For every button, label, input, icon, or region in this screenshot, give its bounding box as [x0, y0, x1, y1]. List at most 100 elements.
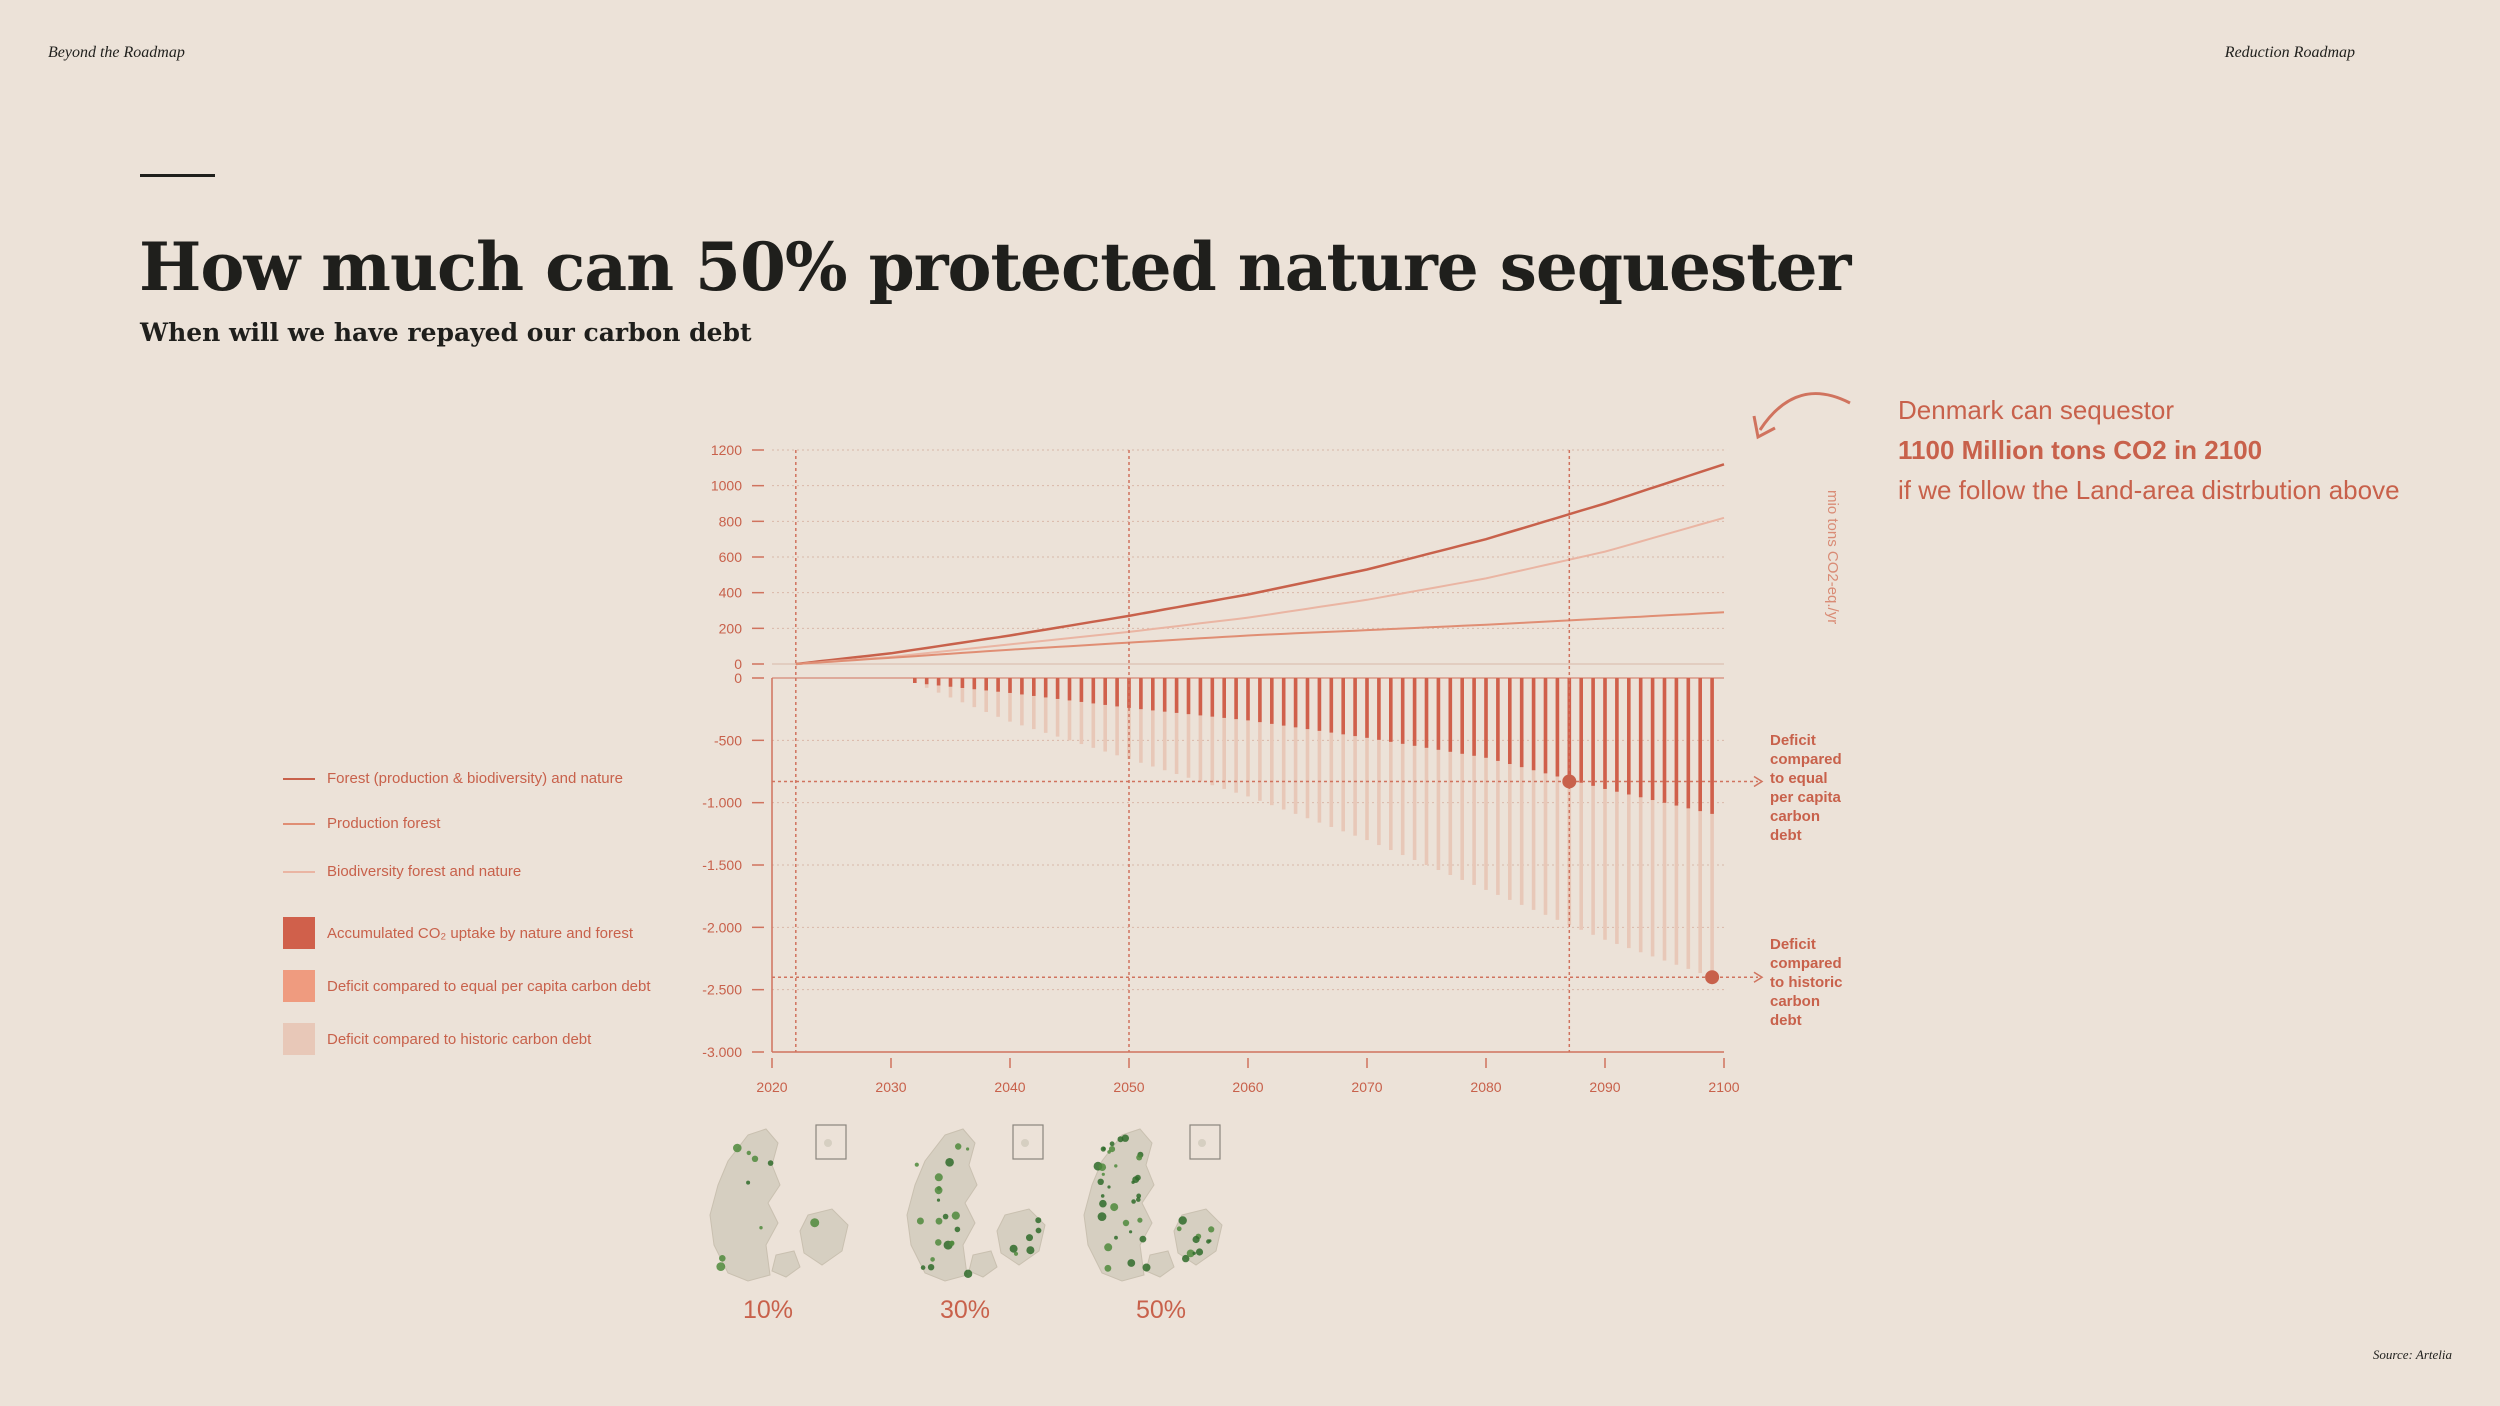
- bar-accumulated-uptake: [1686, 678, 1691, 809]
- bar-historic-deficit: [972, 678, 977, 708]
- annotation-equal-deficit: carbon: [1770, 808, 1820, 825]
- bar-historic-deficit: [1531, 678, 1536, 910]
- bar-accumulated-uptake: [972, 678, 977, 690]
- map-green-patch: [1104, 1264, 1112, 1272]
- bar-historic-deficit: [1627, 678, 1631, 949]
- map-denmark-icon: [906, 1124, 1046, 1282]
- bar-accumulated-uptake: [1531, 678, 1536, 771]
- map-green-patch: [934, 1173, 943, 1182]
- legend-swatch-equal-deficit: [283, 970, 315, 1002]
- map-label-30: 30%: [939, 1296, 991, 1324]
- map-green-patch: [1136, 1193, 1142, 1199]
- bar-historic-deficit: [1508, 678, 1512, 900]
- x-tick-label: 2040: [994, 1079, 1025, 1095]
- bar-accumulated-uptake: [1270, 678, 1274, 724]
- annotation-historic-deficit: to historic: [1770, 974, 1843, 991]
- map-green-patch: [963, 1269, 973, 1278]
- x-tick-label: 2080: [1470, 1079, 1501, 1095]
- deficit-marker: [1705, 970, 1720, 985]
- bar-accumulated-uptake: [1186, 678, 1191, 715]
- bar-accumulated-uptake: [1246, 678, 1250, 721]
- source-note: Source: Artelia: [2372, 1347, 2452, 1362]
- bar-accumulated-uptake: [1662, 678, 1667, 803]
- map-inset-island: [824, 1139, 832, 1147]
- legend-item: Deficit compared to historic carbon debt: [283, 1023, 591, 1055]
- map-green-patch: [1109, 1141, 1115, 1147]
- map-green-patch: [1192, 1251, 1196, 1255]
- legend-item: Biodiversity forest and nature: [283, 863, 521, 880]
- bar-historic-deficit: [1519, 678, 1524, 905]
- y-tick-label: 1000: [711, 478, 742, 494]
- bar-accumulated-uptake: [1710, 678, 1714, 814]
- callout-line-1: Denmark can sequestor: [1898, 395, 2175, 425]
- bar-accumulated-uptake: [1472, 678, 1476, 756]
- map-green-patch: [920, 1265, 926, 1270]
- map-green-patch: [1208, 1226, 1215, 1233]
- bar-historic-deficit: [1293, 678, 1298, 814]
- y-tick-label: 1200: [711, 442, 742, 458]
- bar-historic-deficit: [1638, 678, 1643, 953]
- map-green-patch: [719, 1255, 726, 1262]
- annotation-equal-deficit: per capita: [1770, 789, 1842, 806]
- bar-accumulated-uptake: [1615, 678, 1619, 792]
- map-green-patch: [935, 1239, 942, 1246]
- callout-line-2: 1100 Million tons CO2 in 2100: [1898, 435, 2263, 465]
- y-tick-label: 0: [734, 656, 742, 672]
- map-jutland-shape: [1083, 1128, 1155, 1282]
- bar-accumulated-uptake: [1424, 678, 1429, 748]
- bar-historic-deficit: [1496, 678, 1500, 895]
- map-green-patch: [945, 1158, 954, 1167]
- line-series-0: [795, 463, 1725, 666]
- bar-accumulated-uptake: [1258, 678, 1262, 723]
- x-tick-label: 2090: [1589, 1079, 1620, 1095]
- map-green-patch: [1137, 1217, 1143, 1223]
- annotations: mio tons CO2-eq./yr Deficit compared to eq…: [1770, 490, 1843, 1029]
- bar-historic-deficit: [1162, 678, 1167, 771]
- bar-accumulated-uptake: [924, 678, 929, 685]
- bar-historic-deficit: [1032, 678, 1036, 730]
- callout: Denmark can sequestor 1100 Million tons …: [1898, 390, 2400, 510]
- map-green-patch: [1195, 1248, 1204, 1256]
- bar-historic-deficit: [1067, 678, 1072, 741]
- bar-historic-deficit: [1567, 678, 1572, 925]
- bar-historic-deficit: [1115, 678, 1119, 756]
- bar-accumulated-uptake: [1198, 678, 1203, 716]
- bar-accumulated-uptake: [1543, 678, 1548, 774]
- bar-historic-deficit: [1448, 678, 1453, 875]
- annotation-historic-deficit: debt: [1770, 1012, 1802, 1029]
- map-jutland-shape: [906, 1128, 978, 1282]
- bar-accumulated-uptake: [1436, 678, 1441, 750]
- header-right: Reduction Roadmap: [2224, 44, 2355, 61]
- y-tick-label: -2.500: [702, 982, 742, 998]
- map-inset-box: [815, 1124, 847, 1160]
- y-tick-label: 400: [719, 585, 743, 601]
- map-green-patch: [733, 1143, 742, 1153]
- map-green-patch: [1186, 1249, 1195, 1258]
- legend-swatch-biodiversity-forest: [283, 870, 315, 873]
- page-subtitle: When will we have repayed our carbon deb…: [140, 318, 752, 347]
- bar-historic-deficit: [1353, 678, 1357, 836]
- annotation-historic-deficit: Deficit: [1770, 936, 1816, 953]
- bar-accumulated-uptake: [1067, 678, 1072, 701]
- legend-label: Production forest: [327, 815, 441, 832]
- y-tick-label: 200: [719, 620, 743, 636]
- bar-historic-deficit: [1055, 678, 1060, 737]
- bar-historic-deficit: [1555, 678, 1560, 920]
- bar-historic-deficit: [1377, 678, 1381, 846]
- axes: [752, 449, 1725, 1068]
- map-green-patch: [1208, 1239, 1212, 1243]
- bar-historic-deficit: [1329, 678, 1334, 827]
- line-series-2: [795, 611, 1725, 665]
- bar-historic-deficit: [1698, 678, 1702, 974]
- map-green-patch: [955, 1143, 962, 1150]
- y-tick-label: -3.000: [702, 1044, 742, 1060]
- map-green-patch: [1127, 1259, 1136, 1267]
- bar-accumulated-uptake: [1151, 678, 1155, 711]
- map-green-patch: [1035, 1227, 1042, 1234]
- bar-accumulated-uptake: [1400, 678, 1405, 744]
- bar-historic-deficit: [1174, 678, 1179, 774]
- bar-historic-deficit: [1281, 678, 1286, 810]
- legend-label: Accumulated CO₂ uptake by nature and for…: [327, 924, 633, 942]
- bar-historic-deficit: [1079, 678, 1084, 745]
